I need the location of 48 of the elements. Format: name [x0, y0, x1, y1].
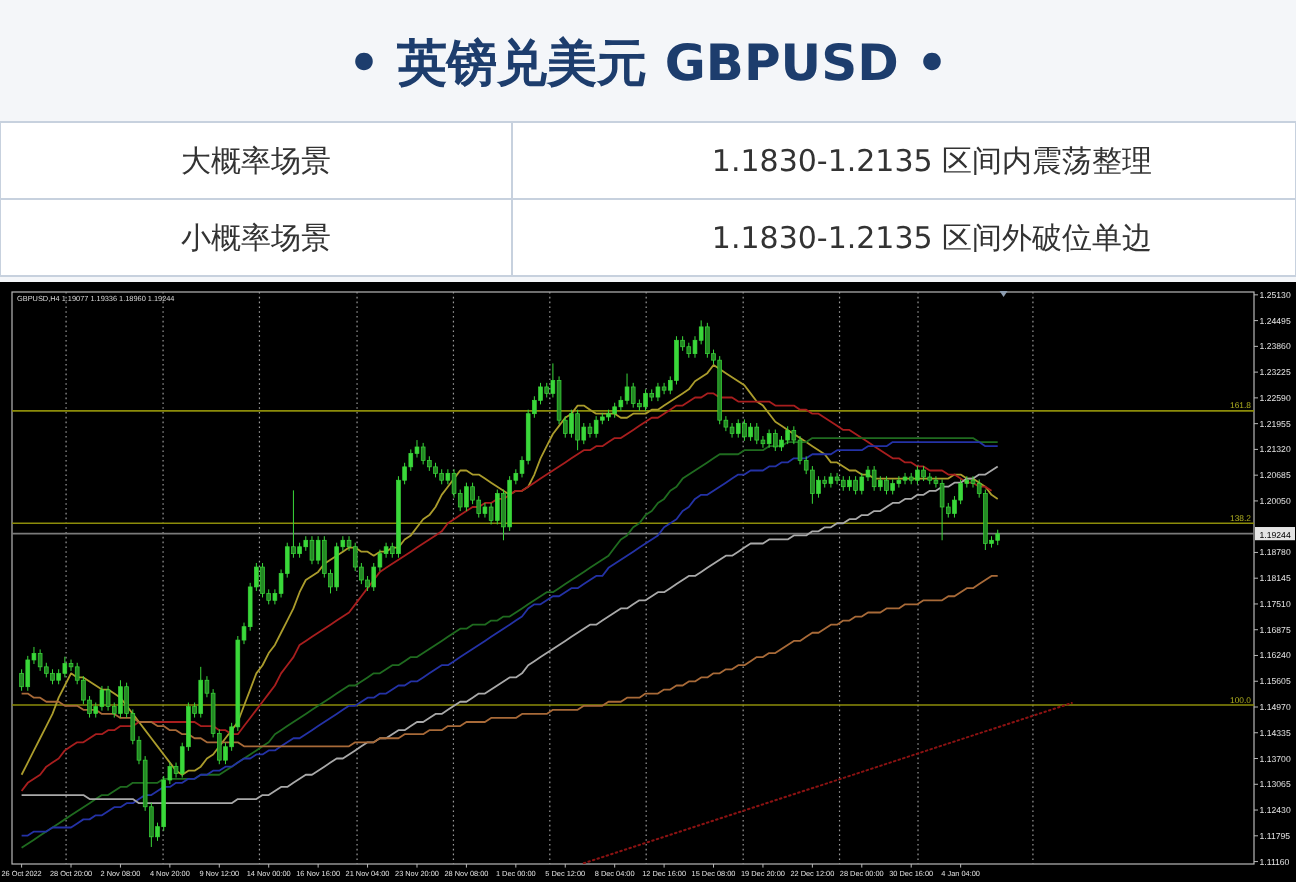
candlestick: [464, 482, 469, 512]
candlestick: [902, 472, 908, 485]
candlestick: [624, 373, 630, 405]
text: 1.1830-1.2135 区间内震荡整理: [711, 142, 1153, 179]
candlestick: [507, 475, 512, 532]
candlestick: [735, 418, 741, 439]
candlestick: [939, 478, 945, 541]
candlestick: [643, 388, 648, 412]
candlestick: [630, 382, 636, 409]
candlestick: [105, 685, 111, 712]
candlestick: [260, 562, 265, 598]
candlestick: [334, 542, 339, 592]
candlestick: [915, 465, 920, 485]
candlestick: [482, 502, 488, 519]
text: 大概率场景: [181, 142, 331, 179]
candlestick: [853, 475, 858, 495]
candlestick: [587, 422, 593, 439]
candlestick: [118, 679, 123, 719]
candlestick: [62, 656, 68, 678]
candlestick: [569, 409, 574, 439]
candlestick: [25, 655, 31, 692]
candlestick: [828, 472, 834, 489]
candlestick: [575, 409, 580, 451]
candlestick: [198, 666, 204, 719]
candlestick: [99, 685, 105, 712]
candlestick: [705, 322, 710, 359]
candlestick: [871, 465, 877, 492]
candlestick: [420, 442, 426, 465]
chart-title: • 英镑兑美元 GBPUSD •: [347, 33, 949, 91]
line-series: [582, 701, 1073, 864]
candlestick: [896, 475, 902, 489]
candlestick: [742, 418, 747, 442]
candlestick: [37, 648, 43, 672]
candlestick: [661, 382, 667, 395]
candlestick: [816, 475, 821, 499]
candlestick: [593, 415, 599, 439]
candlestick: [773, 429, 778, 452]
candlestick: [754, 422, 760, 445]
candlestick: [655, 382, 661, 402]
candlestick: [495, 489, 500, 525]
text: 小概率场景: [181, 219, 331, 256]
candlestick: [766, 429, 772, 449]
candlestick: [729, 422, 735, 439]
candlestick: [859, 472, 865, 495]
candlestick: [834, 472, 840, 485]
text: 1.1830-1.2135 区间外破位单边: [711, 219, 1153, 256]
candlestick: [309, 535, 315, 565]
candlestick: [884, 475, 889, 495]
